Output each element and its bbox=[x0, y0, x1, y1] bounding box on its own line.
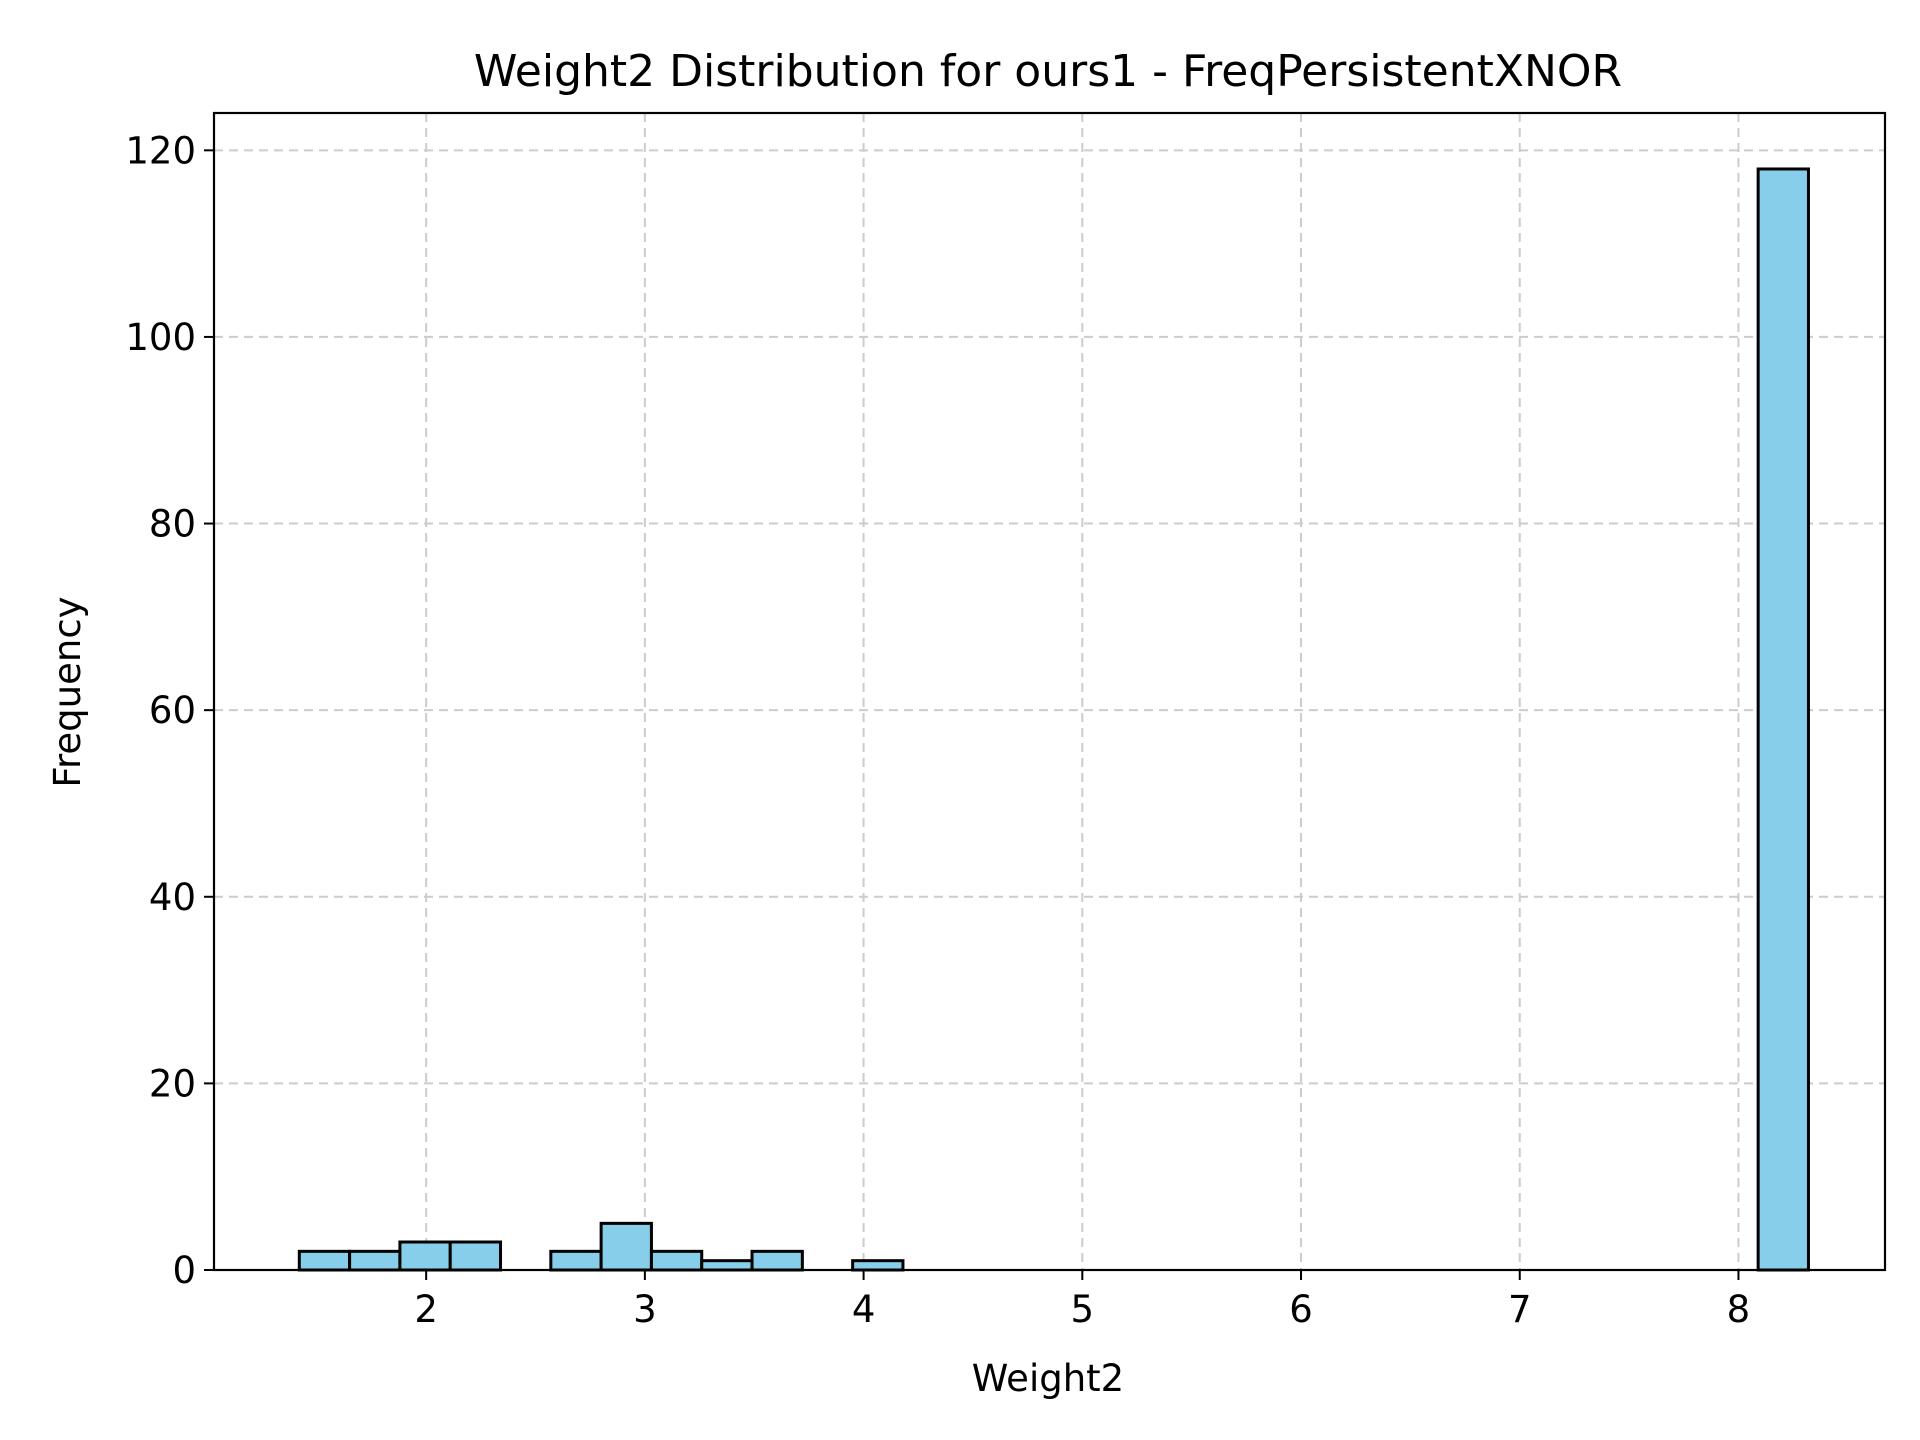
histogram-bar bbox=[448, 1240, 503, 1272]
y-tick-label: 120 bbox=[125, 129, 196, 172]
x-tick-label: 7 bbox=[1508, 1288, 1532, 1331]
y-tick-label: 0 bbox=[172, 1249, 196, 1292]
x-tick-label: 2 bbox=[414, 1288, 438, 1331]
histogram-bar bbox=[297, 1249, 352, 1272]
x-tick-label: 6 bbox=[1289, 1288, 1313, 1331]
histogram-bar bbox=[549, 1249, 603, 1272]
chart-title: Weight2 Distribution for ours1 - FreqPer… bbox=[474, 46, 1622, 97]
plot-frame bbox=[212, 111, 1887, 1272]
x-tick-label: 8 bbox=[1727, 1288, 1751, 1331]
histogram-bar bbox=[851, 1259, 905, 1272]
x-tick-label: 4 bbox=[852, 1288, 876, 1331]
y-tick-label: 20 bbox=[149, 1062, 196, 1105]
histogram-bar bbox=[348, 1249, 402, 1272]
histogram-bar bbox=[398, 1240, 452, 1272]
histogram-bar bbox=[599, 1221, 653, 1272]
y-tick-label: 60 bbox=[149, 689, 196, 732]
y-tick-label: 80 bbox=[149, 503, 196, 546]
x-axis-ticks: 2 3 4 5 6 7 8 bbox=[414, 1270, 1750, 1331]
histogram-bar bbox=[649, 1249, 704, 1272]
y-tick-label: 40 bbox=[149, 876, 196, 919]
y-axis-ticks: 0 20 40 60 80 100 120 bbox=[125, 129, 214, 1292]
x-axis-label: Weight2 bbox=[972, 1357, 1124, 1400]
histogram-bar bbox=[750, 1249, 804, 1272]
x-tick-label: 5 bbox=[1071, 1288, 1095, 1331]
x-tick-label: 3 bbox=[633, 1288, 657, 1331]
histogram-bars bbox=[297, 167, 1810, 1272]
y-tick-label: 100 bbox=[125, 316, 196, 359]
y-axis-label: Frequency bbox=[46, 596, 89, 787]
histogram-bar bbox=[700, 1259, 754, 1272]
grid-lines bbox=[214, 113, 1885, 1271]
histogram-bar bbox=[1756, 167, 1810, 1272]
